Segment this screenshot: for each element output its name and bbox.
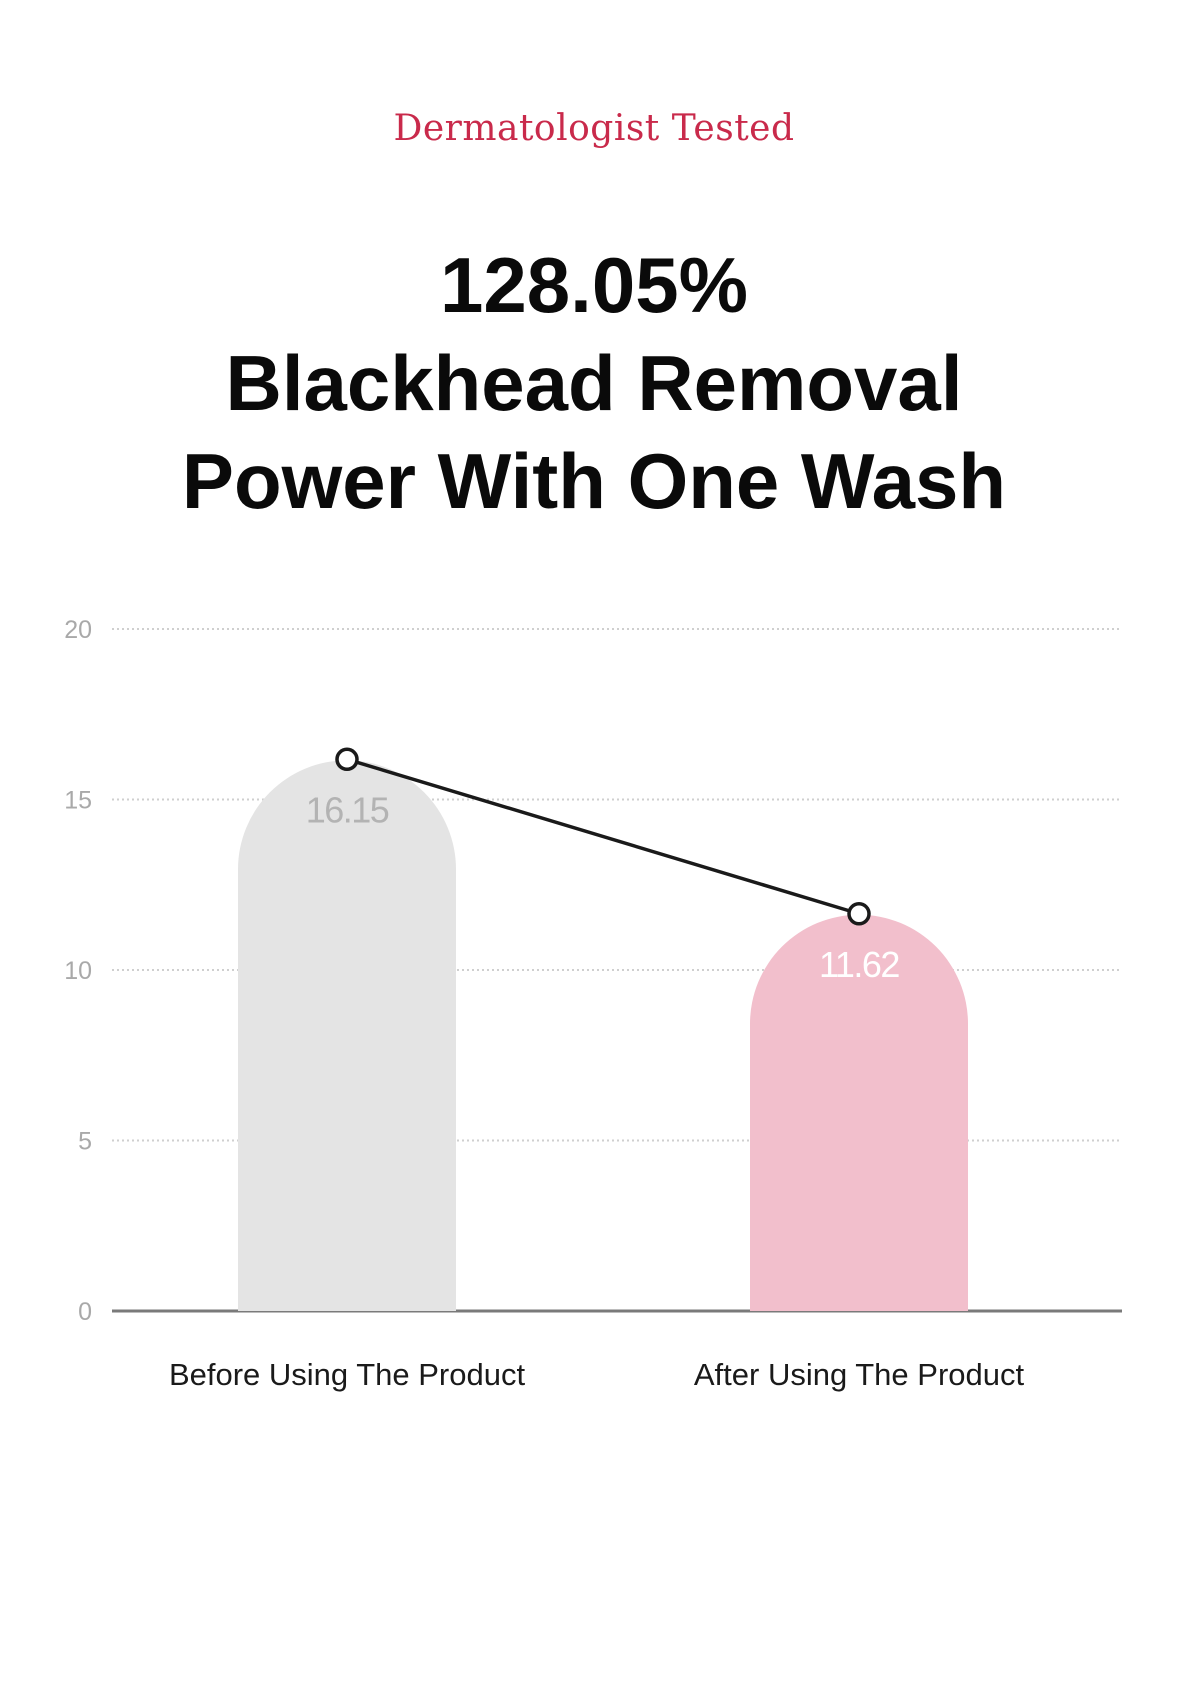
bar-after <box>750 914 968 1311</box>
bar-layer <box>238 760 968 1311</box>
line-point-before <box>335 747 359 772</box>
data-label-before: 16.15 <box>306 789 389 830</box>
headline-line-2: Blackhead Removal <box>225 339 963 427</box>
headline-line-3: Power With One Wash <box>181 437 1007 525</box>
label-layer: 16.15 11.62 Before Using The Product After … <box>169 789 1025 1392</box>
x-category-label: After Using The Product <box>694 1357 1025 1392</box>
dermatologist-tested-label: Dermatologist Tested <box>393 108 795 149</box>
headline-percentage: 128.05% <box>440 241 748 329</box>
headline: 128.05% Blackhead Removal Power With One… <box>0 236 1188 530</box>
y-tick-label: 15 <box>64 787 92 815</box>
data-label-after: 11.62 <box>819 944 899 985</box>
y-tick-label: 20 <box>64 616 92 644</box>
x-category-label: Before Using The Product <box>169 1357 526 1392</box>
trend-line <box>346 757 860 916</box>
y-tick-label: 5 <box>78 1128 92 1156</box>
line-point-after <box>847 902 871 926</box>
line-overlay <box>335 747 871 926</box>
y-tick-label: 0 <box>78 1298 92 1326</box>
bar-before <box>238 760 456 1311</box>
y-tick-label: 10 <box>64 957 92 985</box>
